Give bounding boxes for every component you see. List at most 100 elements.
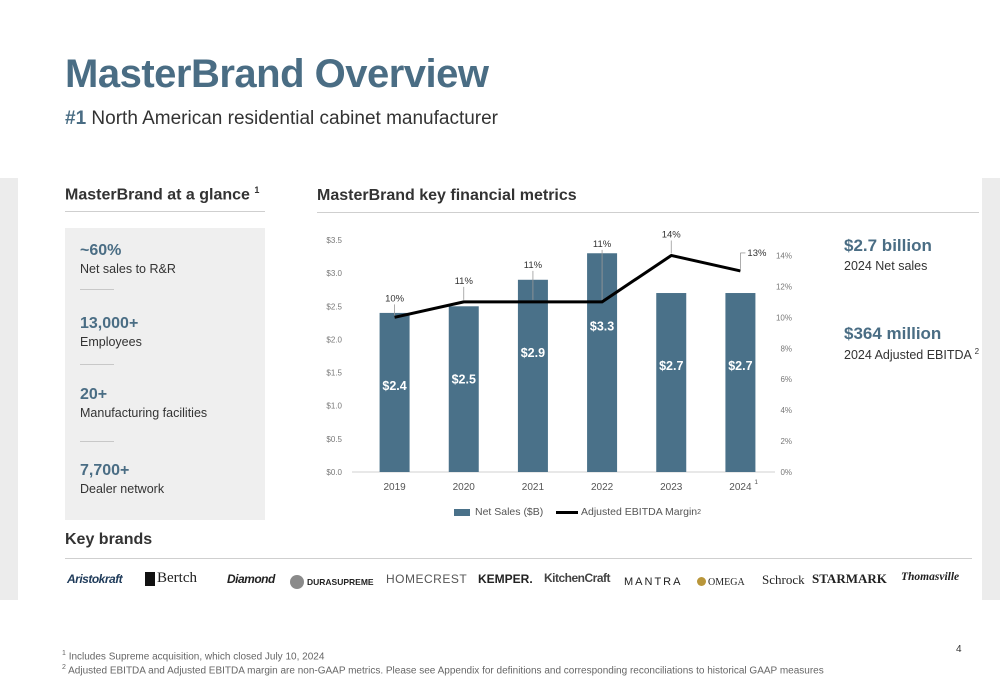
bar-net-sales [517, 279, 548, 472]
stat-value: ~60% [80, 242, 122, 259]
omega-mark-icon [697, 577, 706, 587]
brand-logo-omega: OMEGA [697, 574, 745, 588]
bar-value-label: $3.3 [590, 319, 614, 333]
brand-logo-durasupreme: DURASUPREME [290, 574, 374, 589]
stat-separator [80, 289, 114, 290]
glance-stat: 20+ Manufacturing facilities [80, 386, 207, 420]
legend-line-swatch [556, 510, 578, 514]
subtitle-rank: #1 [65, 108, 87, 129]
kpi-ebitda: $364 million 2024 Adjusted EBITDA 2 [844, 324, 979, 362]
stat-value: 7,700+ [80, 462, 130, 479]
bar-value-label: $2.4 [382, 379, 406, 393]
glance-heading-sup: 1 [254, 185, 260, 195]
kpi-label: 2024 Adjusted EBITDA 2 [844, 347, 979, 362]
brand-logo-kemper: KEMPER. [478, 572, 533, 586]
brand-name: DURASUPREME [307, 577, 374, 587]
brand-logo-schrock: Schrock [762, 572, 805, 587]
x-tick-label: 2022 [591, 482, 614, 493]
bertch-mark-icon [145, 571, 155, 586]
metrics-rule [317, 212, 979, 213]
y-left-tick-label: $3.5 [326, 236, 342, 245]
brand-logo-diamond: Diamond [227, 572, 275, 586]
y-left-tick-label: $0.5 [326, 435, 342, 444]
bar-value-label: $2.5 [452, 372, 476, 386]
margin-value-label: 11% [524, 260, 543, 271]
legend-bar-swatch [454, 508, 470, 516]
y-right-tick-label: 0% [780, 468, 792, 477]
bar-value-label: $2.7 [659, 359, 683, 373]
kpi-label-text: 2024 Net sales [844, 259, 928, 273]
brands-rule [65, 558, 972, 559]
glance-rule [65, 211, 265, 212]
margin-value-label: 11% [455, 276, 474, 287]
legend-net-sales: Net Sales ($B) [454, 506, 543, 518]
glance-heading-text: MasterBrand at a glance [65, 186, 250, 204]
legend-ebitda-sup: 2 [697, 508, 702, 516]
margin-value-label: 11% [593, 239, 612, 250]
y-left-tick-label: $3.0 [326, 269, 342, 278]
bar-net-sales [725, 293, 756, 472]
y-left-tick-label: $2.5 [326, 302, 342, 311]
brand-name: Bertch [157, 570, 197, 586]
bar-value-label: $2.7 [728, 359, 752, 373]
bar-value-label: $2.9 [521, 346, 545, 360]
y-left-tick-label: $0.0 [326, 468, 342, 477]
page-title: MasterBrand Overview [65, 52, 489, 96]
y-right-tick-label: 2% [780, 437, 792, 446]
x-tick-label: 2024 [729, 482, 752, 493]
x-tick-label: 2023 [660, 482, 683, 493]
legend-ebitda-margin: Adjusted EBITDA Margin 2 [556, 506, 701, 518]
brand-logo-mantra: MANTRA [624, 576, 683, 588]
x-tick-label: 2021 [522, 482, 545, 493]
brands-heading: Key brands [65, 531, 153, 548]
footnote-text: Includes Supreme acquisition, which clos… [68, 651, 325, 663]
kpi-value: $364 million [844, 324, 942, 343]
stat-value: 13,000+ [80, 315, 139, 332]
brand-logo-thomasville: Thomasville [901, 571, 960, 583]
legend-ebitda-label: Adjusted EBITDA Margin [581, 506, 698, 518]
brand-logo-kitchencraft: KitchenCraft [544, 571, 611, 585]
subtitle-text: North American residential cabinet manuf… [91, 108, 499, 129]
x-tick-label: 2020 [453, 482, 476, 493]
y-right-tick-label: 14% [776, 251, 792, 260]
bar-net-sales [379, 312, 410, 472]
stat-label: Manufacturing facilities [80, 406, 208, 420]
glance-stat: 13,000+ Employees [80, 315, 142, 349]
brand-name: OMEGA [708, 577, 745, 588]
stat-label: Employees [80, 335, 142, 349]
margin-value-label: 14% [662, 229, 682, 240]
kpi-value: $2.7 billion [844, 236, 932, 255]
stat-label: Dealer network [80, 482, 165, 496]
margin-value-label: 13% [747, 248, 767, 259]
brand-logo-bertch: Bertch [145, 570, 197, 587]
bar-net-sales [656, 293, 687, 472]
glance-stat: ~60% Net sales to R&R [80, 242, 176, 276]
footnote-text: Adjusted EBITDA and Adjusted EBITDA marg… [68, 665, 824, 677]
stat-label: Net sales to R&R [80, 262, 176, 276]
kpi-label-sup: 2 [974, 347, 980, 356]
brand-logo-starmark: STARMARK [812, 571, 887, 586]
glance-heading: MasterBrand at a glance 1 [65, 185, 259, 204]
y-right-tick-label: 10% [776, 313, 792, 322]
kpi-label: 2024 Net sales [844, 259, 932, 273]
durasupreme-mark-icon [290, 574, 304, 589]
stat-separator [80, 441, 114, 442]
footnote-2: 2 Adjusted EBITDA and Adjusted EBITDA ma… [62, 664, 824, 676]
metrics-heading: MasterBrand key financial metrics [317, 187, 577, 204]
x-tick-label: 2019 [383, 482, 406, 493]
x-tick-footnote-marker: 1 [754, 479, 758, 486]
y-left-tick-label: $1.5 [326, 369, 342, 378]
stat-value: 20+ [80, 386, 108, 403]
kpi-net-sales: $2.7 billion 2024 Net sales [844, 236, 932, 273]
glance-panel: ~60% Net sales to R&R 13,000+ Employees … [65, 228, 265, 520]
stat-separator [80, 364, 114, 365]
brand-logo-aristokraft: Aristokraft [67, 572, 123, 586]
glance-stat: 7,700+ Dealer network [80, 462, 164, 496]
y-right-tick-label: 4% [780, 406, 792, 415]
y-right-tick-label: 8% [780, 344, 792, 353]
kpi-label-text: 2024 Adjusted EBITDA [844, 348, 972, 363]
financial-chart: $0.0 $0.5 $1.0 $1.5 $2.0 $2.5 $3.0 $3.5 0% 2% 4% 6%… [326, 229, 792, 493]
y-left-tick-label: $1.0 [326, 402, 342, 411]
footnote-marker: 2 [62, 664, 66, 671]
brand-logo-homecrest: HOMECREST [386, 572, 468, 586]
